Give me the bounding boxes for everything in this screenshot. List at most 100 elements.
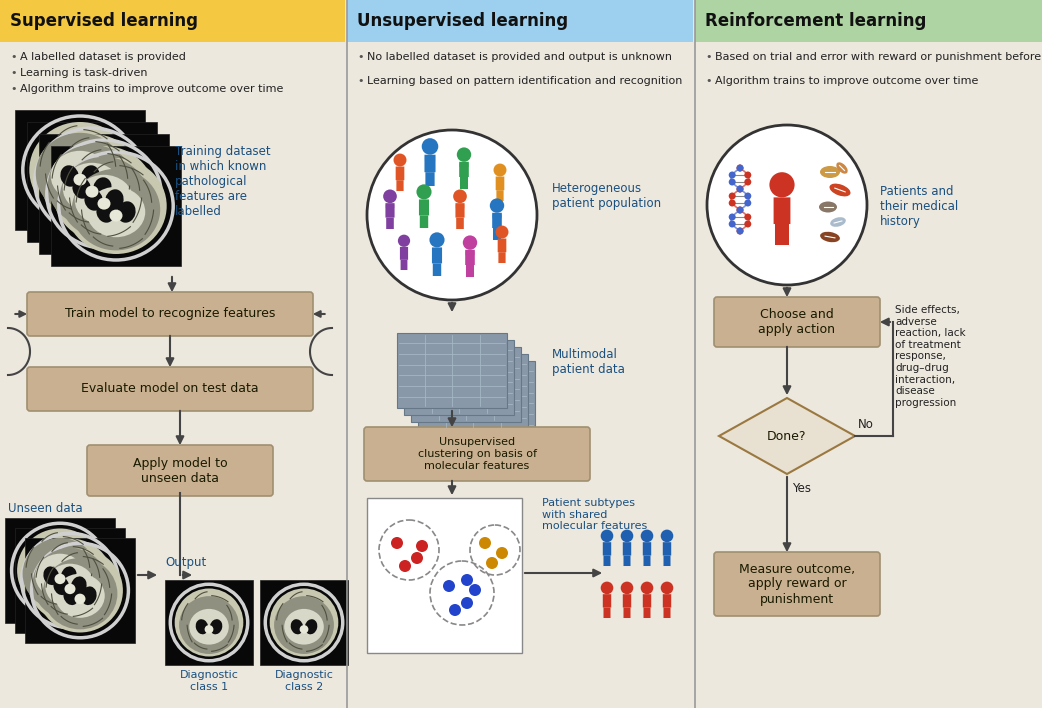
FancyBboxPatch shape bbox=[364, 427, 590, 481]
FancyBboxPatch shape bbox=[424, 215, 428, 228]
Circle shape bbox=[744, 200, 751, 207]
Ellipse shape bbox=[51, 151, 109, 201]
Ellipse shape bbox=[72, 169, 160, 251]
Ellipse shape bbox=[74, 173, 86, 185]
Circle shape bbox=[422, 138, 439, 155]
Ellipse shape bbox=[190, 609, 229, 644]
FancyBboxPatch shape bbox=[367, 498, 522, 653]
FancyBboxPatch shape bbox=[466, 265, 470, 277]
Ellipse shape bbox=[17, 528, 103, 612]
FancyBboxPatch shape bbox=[714, 552, 880, 616]
FancyBboxPatch shape bbox=[496, 176, 504, 190]
FancyBboxPatch shape bbox=[774, 200, 790, 207]
Circle shape bbox=[737, 207, 744, 214]
FancyBboxPatch shape bbox=[396, 181, 400, 191]
FancyBboxPatch shape bbox=[497, 228, 501, 240]
Text: •: • bbox=[705, 76, 712, 86]
Circle shape bbox=[600, 530, 614, 542]
FancyBboxPatch shape bbox=[644, 607, 647, 618]
Text: No labelled dataset is provided and output is unknown: No labelled dataset is provided and outp… bbox=[367, 52, 672, 62]
Text: Patients and
their medical
history: Patients and their medical history bbox=[880, 185, 959, 228]
Circle shape bbox=[494, 164, 506, 176]
Circle shape bbox=[490, 198, 504, 213]
Text: Patient subtypes
with shared
molecular features: Patient subtypes with shared molecular f… bbox=[542, 498, 647, 531]
Ellipse shape bbox=[300, 625, 308, 634]
Ellipse shape bbox=[196, 620, 208, 634]
FancyBboxPatch shape bbox=[498, 240, 506, 244]
Text: Algorithm trains to improve outcome over time: Algorithm trains to improve outcome over… bbox=[20, 84, 283, 94]
Text: Supervised learning: Supervised learning bbox=[10, 12, 198, 30]
FancyBboxPatch shape bbox=[404, 340, 514, 414]
Circle shape bbox=[621, 581, 634, 594]
FancyBboxPatch shape bbox=[437, 263, 441, 276]
Ellipse shape bbox=[55, 573, 105, 618]
Circle shape bbox=[728, 178, 736, 185]
Circle shape bbox=[728, 171, 736, 178]
FancyBboxPatch shape bbox=[464, 177, 468, 189]
FancyBboxPatch shape bbox=[643, 594, 651, 607]
FancyBboxPatch shape bbox=[695, 0, 1042, 42]
FancyBboxPatch shape bbox=[460, 164, 469, 167]
FancyBboxPatch shape bbox=[498, 239, 506, 252]
Text: Multimodal
patient data: Multimodal patient data bbox=[552, 348, 625, 376]
FancyBboxPatch shape bbox=[386, 203, 395, 217]
FancyBboxPatch shape bbox=[419, 200, 429, 215]
Text: •: • bbox=[357, 76, 364, 86]
FancyBboxPatch shape bbox=[432, 247, 442, 263]
Circle shape bbox=[479, 537, 491, 549]
FancyBboxPatch shape bbox=[51, 146, 181, 266]
Circle shape bbox=[708, 125, 867, 285]
Circle shape bbox=[417, 184, 431, 200]
FancyBboxPatch shape bbox=[623, 544, 630, 547]
FancyBboxPatch shape bbox=[432, 249, 442, 253]
FancyBboxPatch shape bbox=[460, 177, 464, 189]
FancyBboxPatch shape bbox=[420, 215, 424, 228]
Text: Diagnostic
class 1: Diagnostic class 1 bbox=[179, 670, 239, 692]
FancyBboxPatch shape bbox=[419, 201, 428, 205]
Circle shape bbox=[411, 552, 423, 564]
Circle shape bbox=[641, 530, 653, 542]
Circle shape bbox=[399, 560, 411, 572]
Text: Measure outcome,
apply reward or
punishment: Measure outcome, apply reward or punishm… bbox=[739, 562, 855, 605]
Circle shape bbox=[383, 190, 397, 203]
Polygon shape bbox=[719, 398, 855, 474]
FancyBboxPatch shape bbox=[643, 544, 651, 547]
Ellipse shape bbox=[35, 133, 124, 215]
Ellipse shape bbox=[830, 217, 846, 227]
Ellipse shape bbox=[117, 201, 135, 223]
Ellipse shape bbox=[43, 558, 118, 629]
Ellipse shape bbox=[96, 201, 115, 223]
FancyBboxPatch shape bbox=[623, 542, 631, 556]
Ellipse shape bbox=[71, 576, 86, 595]
Text: Unsupervised
clustering on basis of
molecular features: Unsupervised clustering on basis of mole… bbox=[418, 438, 537, 471]
Circle shape bbox=[728, 220, 736, 227]
Circle shape bbox=[737, 227, 744, 234]
FancyBboxPatch shape bbox=[25, 538, 135, 643]
Text: Learning based on pattern identification and recognition: Learning based on pattern identification… bbox=[367, 76, 683, 86]
Circle shape bbox=[621, 530, 634, 542]
Ellipse shape bbox=[105, 189, 124, 211]
Circle shape bbox=[744, 193, 751, 200]
Circle shape bbox=[486, 557, 498, 569]
FancyBboxPatch shape bbox=[425, 156, 436, 161]
Ellipse shape bbox=[53, 576, 69, 595]
Circle shape bbox=[461, 597, 473, 609]
Circle shape bbox=[744, 171, 751, 178]
Ellipse shape bbox=[81, 165, 100, 187]
FancyBboxPatch shape bbox=[418, 353, 528, 428]
Ellipse shape bbox=[179, 596, 239, 654]
Circle shape bbox=[394, 154, 406, 166]
FancyBboxPatch shape bbox=[643, 542, 651, 556]
Ellipse shape bbox=[85, 185, 99, 198]
Text: Based on trial and error with reward or punishment before repetition: Based on trial and error with reward or … bbox=[715, 52, 1042, 62]
FancyBboxPatch shape bbox=[663, 594, 671, 607]
Ellipse shape bbox=[65, 583, 75, 594]
FancyBboxPatch shape bbox=[0, 0, 345, 42]
FancyBboxPatch shape bbox=[603, 595, 611, 599]
Ellipse shape bbox=[284, 609, 324, 644]
Ellipse shape bbox=[291, 620, 303, 634]
FancyBboxPatch shape bbox=[498, 252, 502, 263]
Circle shape bbox=[416, 540, 428, 552]
FancyBboxPatch shape bbox=[15, 110, 145, 230]
Text: Unsupervised learning: Unsupervised learning bbox=[357, 12, 568, 30]
